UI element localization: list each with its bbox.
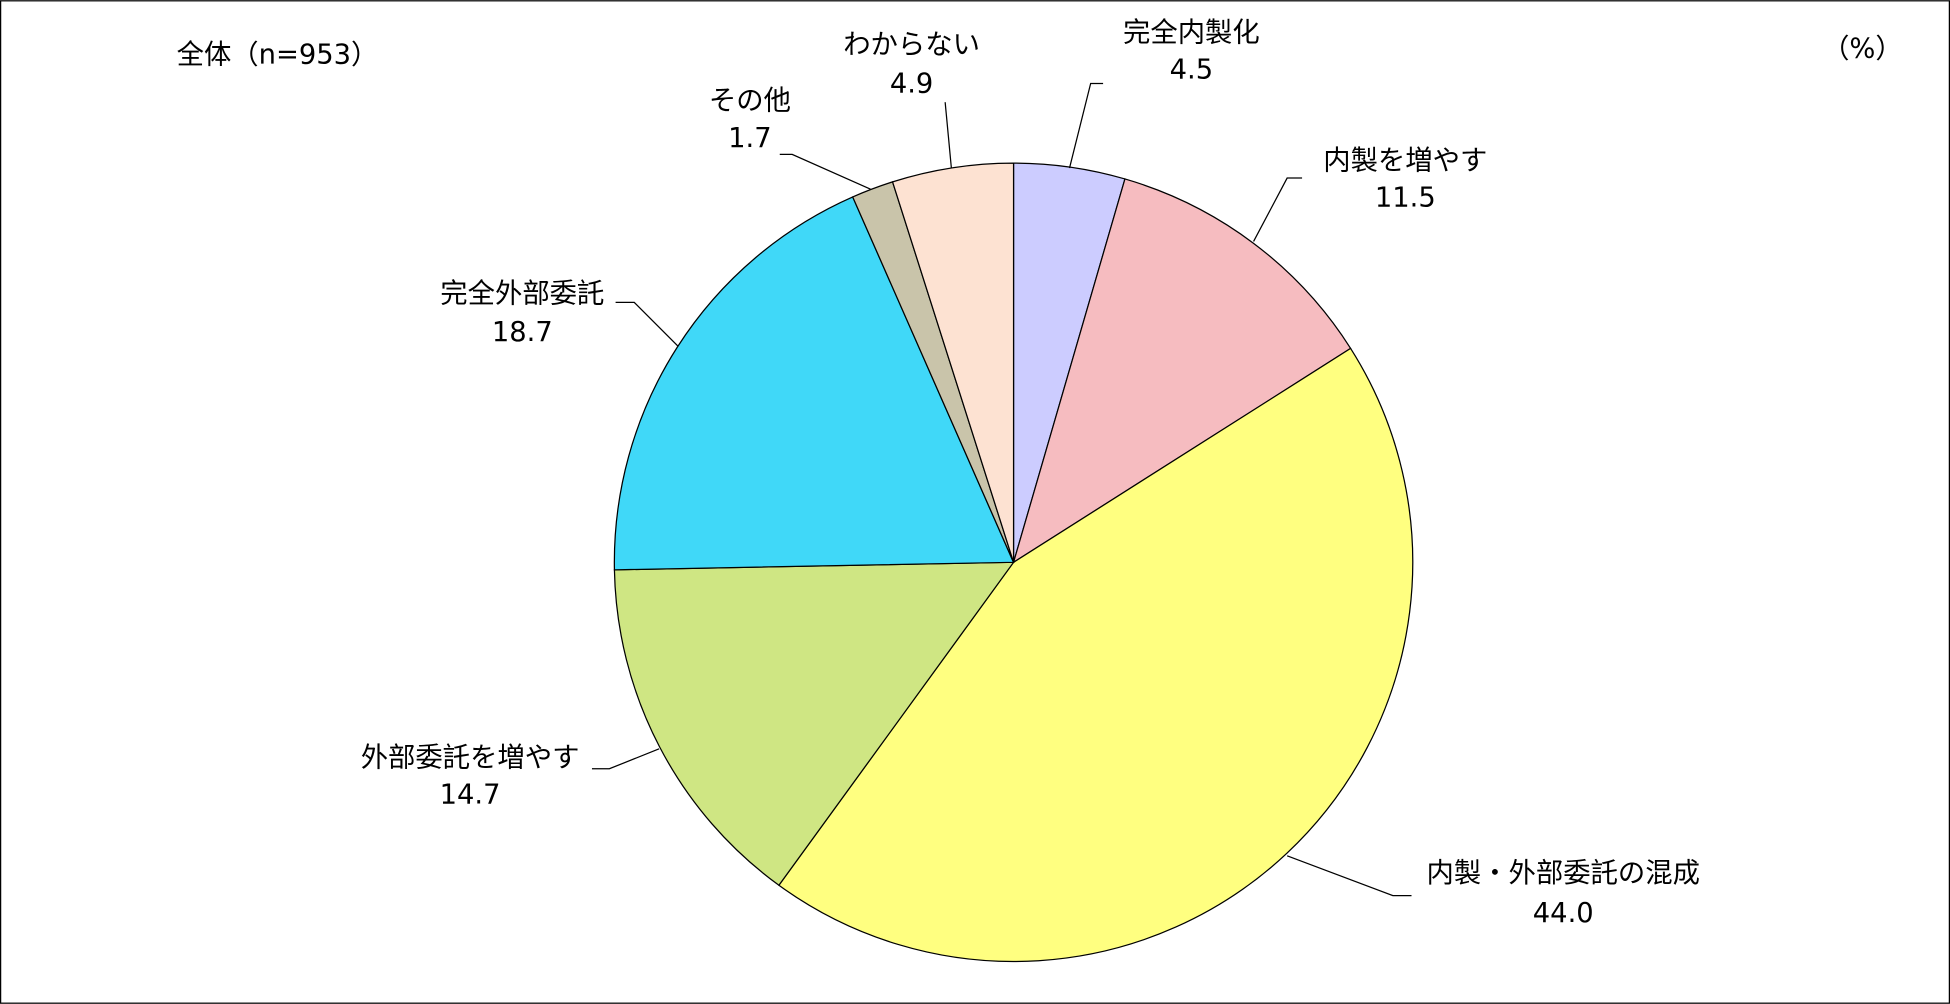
slice-label: 内製・外部委託の混成 xyxy=(1427,858,1700,889)
leader-line xyxy=(779,153,871,190)
leader-line xyxy=(615,301,679,347)
slice-label: 外部委託を増やす xyxy=(361,742,580,773)
unit-label: （%） xyxy=(1822,33,1903,64)
pie-slice xyxy=(613,196,1015,571)
slice-value: 11.5 xyxy=(1375,183,1436,214)
slice-value: 4.9 xyxy=(890,68,934,99)
leader-line xyxy=(591,748,660,770)
slice-value: 18.7 xyxy=(492,317,553,348)
pie-slice xyxy=(891,162,1015,563)
leader-line xyxy=(1068,82,1104,169)
pie-slice xyxy=(778,347,1414,963)
slice-label: 内製を増やす xyxy=(1323,145,1487,176)
slice-value: 1.7 xyxy=(728,123,772,154)
slice-label: 完全内製化 xyxy=(1123,17,1260,48)
leader-line xyxy=(1253,177,1303,242)
leader-line xyxy=(1286,855,1412,897)
pie-slice xyxy=(1012,178,1352,564)
slice-value: 14.7 xyxy=(440,780,501,811)
leader-line xyxy=(944,102,952,169)
slice-label: その他 xyxy=(709,86,791,117)
pie-slice xyxy=(613,561,1015,887)
slice-label: 完全外部委託 xyxy=(440,278,604,309)
chart-title: 全体（n=953） xyxy=(177,40,379,71)
slice-value: 4.5 xyxy=(1170,55,1214,86)
slice-label: わからない xyxy=(843,30,980,61)
slice-value: 44.0 xyxy=(1533,898,1594,929)
